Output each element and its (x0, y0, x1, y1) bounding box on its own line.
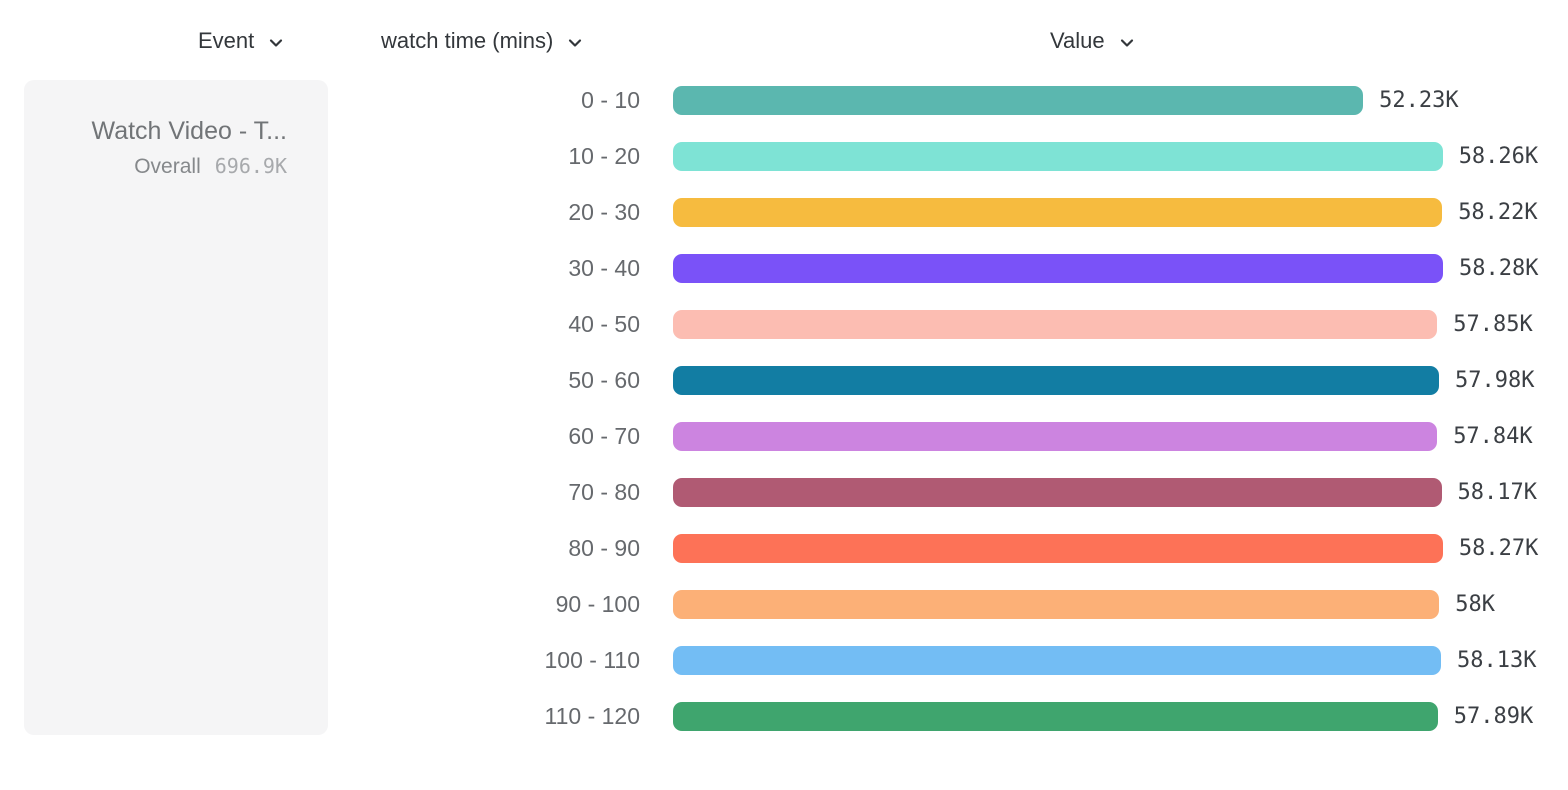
category-label: 20 - 30 (568, 198, 640, 225)
chart-row: 70 - 80 58.17K (0, 464, 1568, 520)
value-bar[interactable] (673, 533, 1443, 563)
chart-row: 90 - 100 58K (0, 576, 1568, 632)
bar-chart: 0 - 10 52.23K 10 - 20 58.26K 20 - 30 58.22K 30… (0, 72, 1568, 744)
value-bar[interactable] (673, 365, 1439, 395)
category-label: 80 - 90 (568, 534, 640, 561)
event-card[interactable]: Watch Video - T... Overall 696.9K (24, 80, 328, 735)
value-label: 57.98K (1455, 367, 1535, 393)
value-bar[interactable] (673, 141, 1443, 171)
chart-row: 110 - 120 57.89K (0, 688, 1568, 744)
category-label: 0 - 10 (581, 86, 640, 113)
value-label: 57.89K (1453, 703, 1534, 729)
chart-row: 100 - 110 58.13K (0, 632, 1568, 688)
value-column-dropdown[interactable]: Value (1050, 28, 1136, 54)
value-label: 58.28K (1459, 255, 1539, 281)
category-label: 30 - 40 (568, 254, 640, 281)
overall-value: 696.9K (214, 154, 287, 178)
value-label: 58.13K (1457, 647, 1537, 673)
chevron-down-icon (1118, 34, 1136, 52)
overall-label: Overall (134, 155, 201, 178)
value-bar[interactable] (673, 589, 1440, 619)
value-label: 57.85K (1453, 311, 1533, 337)
category-label: 40 - 50 (568, 310, 640, 337)
chart-row: 0 - 10 52.23K (0, 72, 1568, 128)
value-label: 52.23K (1379, 87, 1459, 113)
value-bar[interactable] (673, 253, 1443, 283)
breakdown-column-label: watch time (mins) (381, 28, 554, 53)
category-label: 70 - 80 (568, 478, 640, 505)
value-bar[interactable] (673, 421, 1438, 451)
category-label: 60 - 70 (568, 422, 640, 449)
value-column-label: Value (1050, 28, 1105, 53)
value-bar[interactable] (673, 701, 1438, 731)
value-bar[interactable] (673, 645, 1441, 675)
value-bar[interactable] (673, 477, 1442, 507)
category-label: 50 - 60 (568, 366, 640, 393)
chart-row: 10 - 20 58.26K (0, 128, 1568, 184)
value-bar[interactable] (673, 309, 1438, 339)
value-label: 58.26K (1458, 143, 1539, 169)
event-column-dropdown[interactable]: Event (198, 28, 285, 54)
chart-row: 30 - 40 58.28K (0, 240, 1568, 296)
chart-row: 60 - 70 57.84K (0, 408, 1568, 464)
chevron-down-icon (566, 34, 584, 52)
chart-row: 50 - 60 57.98K (0, 352, 1568, 408)
event-column-label: Event (198, 28, 255, 53)
chevron-down-icon (267, 34, 285, 52)
value-label: 58.27K (1458, 535, 1539, 561)
value-label: 58.17K (1457, 479, 1537, 505)
category-label: 100 - 110 (544, 646, 640, 673)
category-label: 10 - 20 (568, 142, 640, 169)
chart-row: 80 - 90 58.27K (0, 520, 1568, 576)
chart-row: 40 - 50 57.85K (0, 296, 1568, 352)
chart-row: 20 - 30 58.22K (0, 184, 1568, 240)
event-title: Watch Video - T... (91, 117, 287, 145)
value-bar[interactable] (673, 197, 1443, 227)
category-label: 90 - 100 (555, 590, 640, 617)
category-label: 110 - 120 (544, 702, 640, 729)
value-label: 58K (1455, 591, 1496, 617)
breakdown-column-dropdown[interactable]: watch time (mins) (381, 28, 584, 54)
value-label: 58.22K (1458, 199, 1538, 225)
event-overall-row: Overall 696.9K (48, 154, 287, 179)
value-bar[interactable] (673, 85, 1364, 115)
value-label: 57.84K (1453, 423, 1533, 449)
